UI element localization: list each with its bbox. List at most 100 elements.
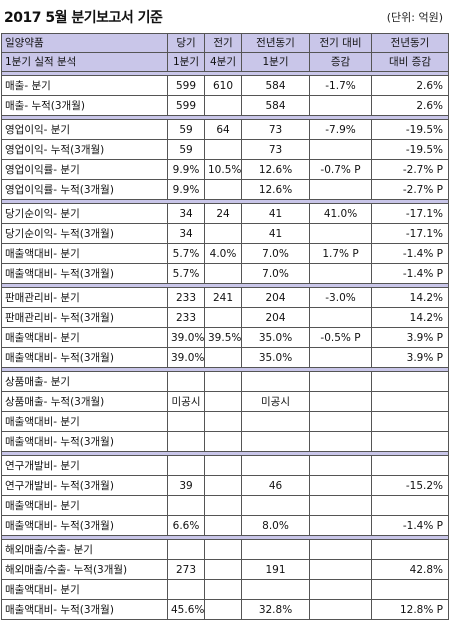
value-cell: -7.9% xyxy=(309,119,372,140)
value-cell xyxy=(167,455,205,476)
value-cell: 39.0% xyxy=(167,347,205,368)
value-cell: 35.0% xyxy=(241,327,310,348)
value-cell: 미공시 xyxy=(241,391,310,412)
table-row: 매출액대비- 누적(3개월) 6.6% 8.0% -1.4% P xyxy=(1,515,449,536)
value-cell: 10.5% xyxy=(204,159,242,180)
value-cell xyxy=(371,431,449,452)
table-row: 매출- 누적(3개월) 599 584 2.6% xyxy=(1,95,449,116)
table-row: 해외매출/수출- 분기 xyxy=(1,539,449,560)
header-cell: 전년동기 xyxy=(371,33,449,53)
value-cell xyxy=(309,431,372,452)
title-bar: 2017 5월 분기보고서 기준 (단위: 억원) xyxy=(0,0,449,32)
value-cell: 2.6% xyxy=(371,95,449,116)
value-cell: 7.0% xyxy=(241,263,310,284)
value-cell: 39.5% xyxy=(204,327,242,348)
value-cell xyxy=(309,495,372,516)
value-cell xyxy=(309,539,372,560)
value-cell xyxy=(309,455,372,476)
value-cell: 584 xyxy=(241,75,310,96)
row-label: 연구개발비- 분기 xyxy=(1,455,168,476)
header-cell: 4분기 xyxy=(204,52,242,72)
value-cell: 233 xyxy=(167,307,205,328)
value-cell: 5.7% xyxy=(167,243,205,264)
value-cell: -17.1% xyxy=(371,203,449,224)
value-cell: 610 xyxy=(204,75,242,96)
value-cell: -17.1% xyxy=(371,223,449,244)
table-row: 매출액대비- 누적(3개월) xyxy=(1,431,449,452)
value-cell xyxy=(241,371,310,392)
value-cell: -19.5% xyxy=(371,139,449,160)
table-row: 당기순이익- 누적(3개월) 34 41 -17.1% xyxy=(1,223,449,244)
header-row: 1분기 실적 분석 1분기 4분기 1분기 증감 대비 증감 xyxy=(1,52,449,72)
value-cell xyxy=(204,495,242,516)
value-cell xyxy=(309,223,372,244)
value-cell: 6.6% xyxy=(167,515,205,536)
row-label: 당기순이익- 누적(3개월) xyxy=(1,223,168,244)
value-cell: -19.5% xyxy=(371,119,449,140)
value-cell xyxy=(309,475,372,496)
value-cell: 9.9% xyxy=(167,179,205,200)
value-cell xyxy=(309,263,372,284)
value-cell: 24 xyxy=(204,203,242,224)
header-cell: 대비 증감 xyxy=(371,52,449,72)
value-cell: 7.0% xyxy=(241,243,310,264)
value-cell: -0.7% P xyxy=(309,159,372,180)
value-cell: 233 xyxy=(167,287,205,308)
row-label: 영업이익률- 분기 xyxy=(1,159,168,180)
table-row: 매출액대비- 분기 xyxy=(1,579,449,600)
value-cell: 41.0% xyxy=(309,203,372,224)
value-cell: 2.6% xyxy=(371,75,449,96)
value-cell xyxy=(204,307,242,328)
header-cell: 전기 xyxy=(204,33,242,53)
table-body: 매출- 분기 599 610 584 -1.7% 2.6% 매출- 누적(3개월) 599 58… xyxy=(1,71,449,620)
table-row: 해외매출/수출- 누적(3개월) 273 191 42.8% xyxy=(1,559,449,580)
table-row: 연구개발비- 분기 xyxy=(1,455,449,476)
row-label: 매출액대비- 누적(3개월) xyxy=(1,347,168,368)
value-cell xyxy=(309,391,372,412)
value-cell xyxy=(167,539,205,560)
value-cell xyxy=(204,139,242,160)
table-row: 연구개발비- 누적(3개월) 39 46 -15.2% xyxy=(1,475,449,496)
value-cell: 1.7% P xyxy=(309,243,372,264)
value-cell: 3.9% P xyxy=(371,347,449,368)
header-row: 일양약품 당기 전기 전년동기 전기 대비 전년동기 xyxy=(1,33,449,53)
value-cell: 64 xyxy=(204,119,242,140)
row-label: 매출액대비- 누적(3개월) xyxy=(1,263,168,284)
table-row: 영업이익- 분기 59 64 73 -7.9% -19.5% xyxy=(1,119,449,140)
row-label: 매출액대비- 분기 xyxy=(1,579,168,600)
row-label: 매출- 분기 xyxy=(1,75,168,96)
table-row: 매출액대비- 누적(3개월) 5.7% 7.0% -1.4% P xyxy=(1,263,449,284)
value-cell xyxy=(204,411,242,432)
value-cell: 9.9% xyxy=(167,159,205,180)
table-row: 판매관리비- 누적(3개월) 233 204 14.2% xyxy=(1,307,449,328)
earnings-table: 일양약품 당기 전기 전년동기 전기 대비 전년동기 1분기 실적 분석 1분기… xyxy=(1,33,449,620)
row-label: 매출액대비- 누적(3개월) xyxy=(1,515,168,536)
value-cell: 34 xyxy=(167,203,205,224)
row-label: 당기순이익- 분기 xyxy=(1,203,168,224)
value-cell xyxy=(204,455,242,476)
row-label: 매출액대비- 누적(3개월) xyxy=(1,599,168,620)
row-label: 영업이익- 분기 xyxy=(1,119,168,140)
value-cell xyxy=(371,539,449,560)
value-cell: 204 xyxy=(241,307,310,328)
value-cell: -1.4% P xyxy=(371,243,449,264)
value-cell: 584 xyxy=(241,95,310,116)
value-cell xyxy=(204,579,242,600)
value-cell: 35.0% xyxy=(241,347,310,368)
value-cell: -1.4% P xyxy=(371,263,449,284)
table-row: 매출액대비- 누적(3개월) 45.6% 32.8% 12.8% P xyxy=(1,599,449,620)
value-cell xyxy=(241,579,310,600)
value-cell: 273 xyxy=(167,559,205,580)
value-cell: 59 xyxy=(167,119,205,140)
value-cell: 미공시 xyxy=(167,391,205,412)
table-row: 당기순이익- 분기 34 24 41 41.0% -17.1% xyxy=(1,203,449,224)
table-row: 상품매출- 분기 xyxy=(1,371,449,392)
value-cell xyxy=(204,515,242,536)
value-cell: -3.0% xyxy=(309,287,372,308)
value-cell xyxy=(241,411,310,432)
value-cell: 191 xyxy=(241,559,310,580)
value-cell: 12.8% P xyxy=(371,599,449,620)
value-cell: 14.2% xyxy=(371,307,449,328)
value-cell: 14.2% xyxy=(371,287,449,308)
table-row: 매출액대비- 분기 xyxy=(1,411,449,432)
